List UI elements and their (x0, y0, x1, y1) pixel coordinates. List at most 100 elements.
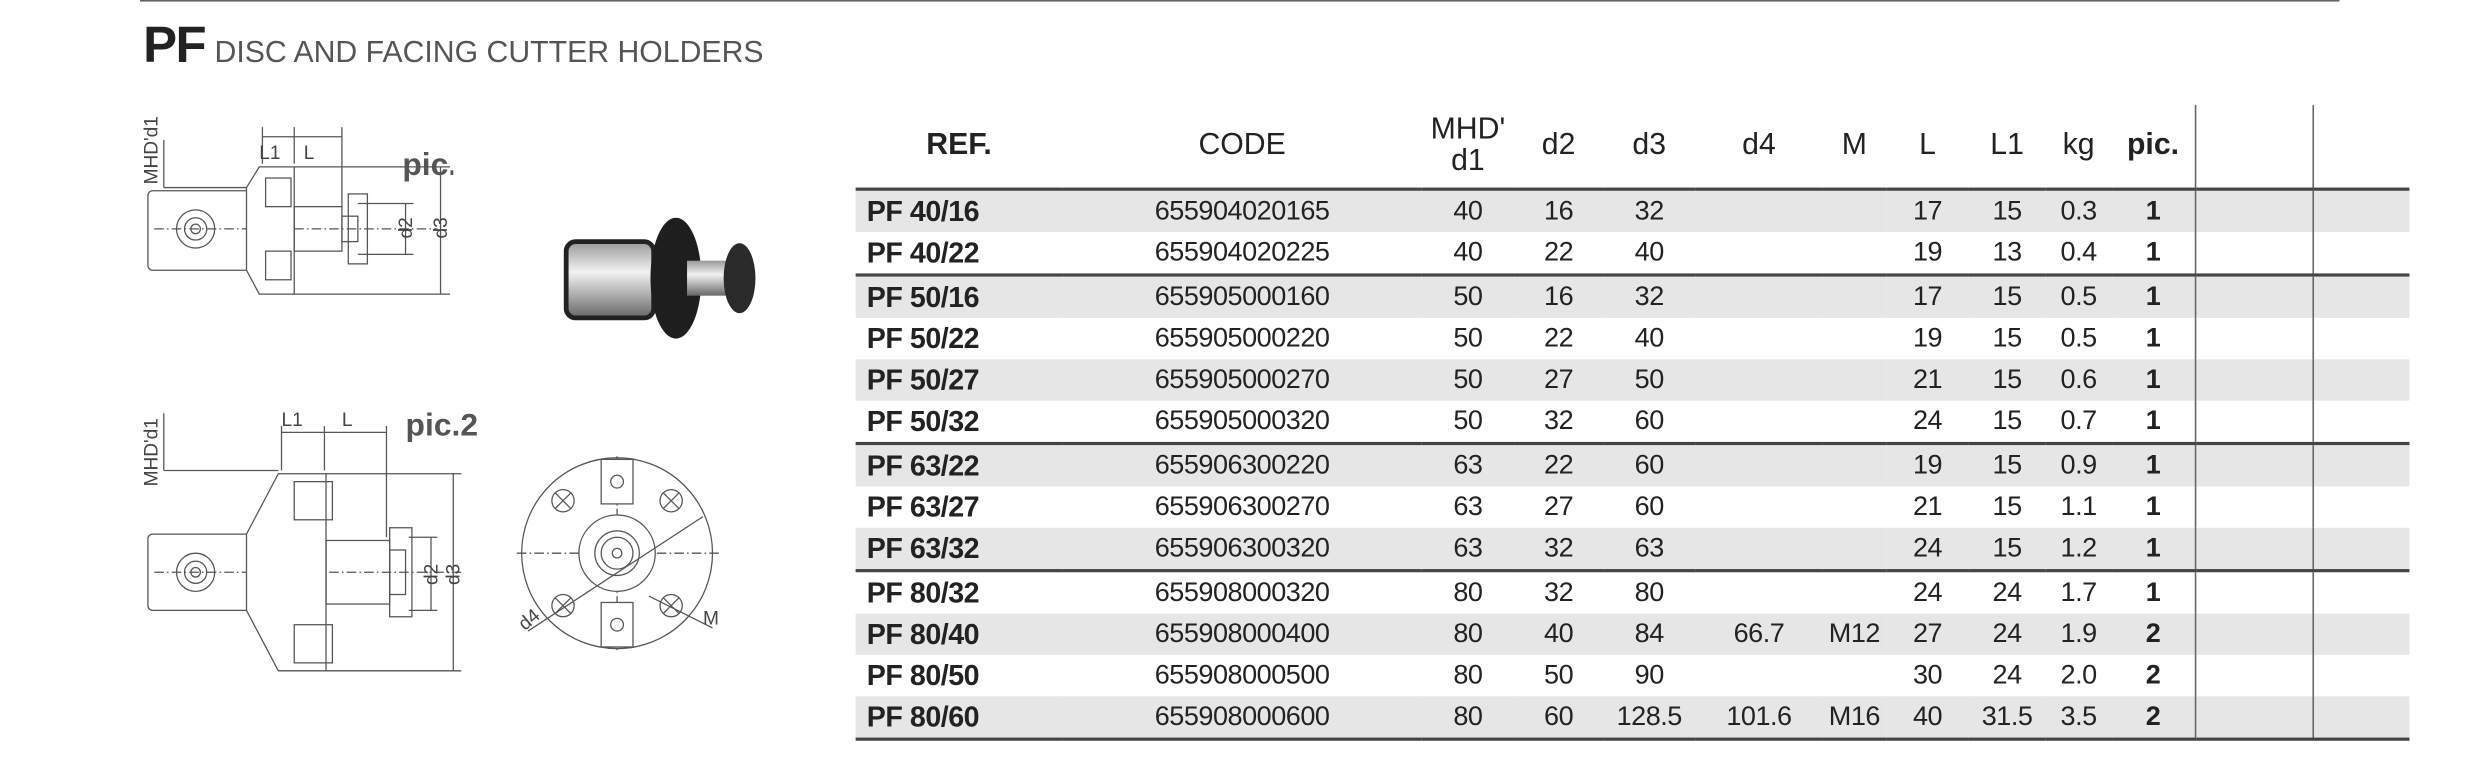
cell-code: 655904020225 (1154, 236, 1330, 268)
product-table: REF. CODE MHD' d1 d2 d3 d4 M L L1 kg pic.… (855, 104, 2410, 741)
cell-ref: PF 80/40 (855, 613, 1063, 655)
cell-blank (2311, 359, 2410, 401)
page-title: PF DISC AND FACING CUTTER HOLDERS (143, 16, 763, 75)
col-d4: d4 (1742, 128, 1776, 163)
cell-d4 (1695, 441, 1823, 487)
cell-d1: 50 (1421, 273, 1515, 318)
cell-l: 21 (1913, 491, 1943, 522)
cell-d3: 90 (1634, 659, 1665, 690)
table-row: PF 80/60 655908000600 80 60 128.5 101.6 M16 40 3… (855, 696, 2410, 741)
cell-blank (2311, 317, 2410, 360)
cell-blank (2311, 654, 2410, 697)
dim-l: L (304, 143, 315, 164)
dim-l1: L1 (259, 143, 280, 164)
cell-d1: 63 (1421, 441, 1515, 487)
pic1-label: pic.1 (402, 146, 453, 182)
cell-d3: 80 (1603, 569, 1696, 614)
cell-m (1823, 401, 1887, 444)
cell-l: 19 (1913, 236, 1943, 268)
cell-l: 24 (1913, 405, 1943, 436)
cell-m: M16 (1822, 696, 1887, 741)
cell-m: M12 (1822, 613, 1887, 655)
cell-d1: 80 (1421, 569, 1515, 614)
dim-d2: d2 (396, 217, 417, 238)
cell-code: 655904020165 (1062, 187, 1422, 233)
cell-d1: 50 (1421, 359, 1515, 401)
cell-l: 19 (1886, 441, 1969, 487)
cell-kg: 0.9 (2045, 441, 2113, 487)
cell-kg: 2.0 (2060, 659, 2098, 690)
cell-code: 655905000320 (1154, 405, 1330, 436)
cell-blank (2193, 527, 2313, 571)
cell-l: 40 (1886, 696, 1969, 741)
col-blank-1 (2193, 104, 2313, 190)
col-blank-2 (2311, 104, 2410, 190)
cell-l1: 15 (1968, 359, 2046, 401)
cell-d2: 22 (1514, 441, 1604, 487)
cell-d3: 60 (1603, 441, 1696, 487)
cell-ref: PF 50/32 (866, 404, 980, 437)
cell-blank (2311, 569, 2410, 614)
cell-kg: 1.7 (2045, 569, 2113, 614)
cell-d4 (1695, 318, 1822, 359)
dim-mhd: MHD'd1 (141, 116, 162, 184)
table-row: PF 40/16 655904020165 40 16 32 17 15 0.3 1 (855, 187, 2410, 233)
cell-d3: 40 (1634, 236, 1665, 268)
cell-l1: 15 (1992, 491, 2023, 522)
cell-l1: 15 (1968, 441, 2046, 487)
cell-pic: 1 (2145, 405, 2161, 436)
cell-d3: 60 (1634, 405, 1665, 436)
cell-m (1822, 527, 1887, 571)
cell-l: 24 (1886, 527, 1969, 571)
cell-blank (2193, 273, 2313, 318)
cell-blank (2311, 613, 2410, 655)
cell-code: 655908000500 (1154, 659, 1330, 690)
cell-d1: 63 (1421, 527, 1515, 571)
cell-blank (2193, 187, 2313, 233)
cell-m (1822, 569, 1887, 614)
cell-d3: 84 (1603, 613, 1696, 655)
cell-d3: 32 (1603, 187, 1696, 233)
cell-blank (2193, 359, 2313, 401)
cell-d2: 27 (1544, 491, 1574, 522)
cell-blank (2193, 613, 2313, 655)
dim-l: L (342, 410, 353, 431)
cell-code: 655905000160 (1062, 273, 1422, 318)
cell-blank (2193, 317, 2313, 360)
cell-ref: PF 63/27 (866, 490, 980, 523)
cell-kg: 1.2 (2045, 527, 2113, 571)
table-row: PF 80/50 655908000500 80 50 90 30 24 2.0 2 (856, 654, 2410, 697)
cell-l1: 24 (1968, 613, 2046, 655)
cell-ref: PF 40/16 (855, 187, 1063, 233)
cell-code: 655906300220 (1062, 441, 1422, 487)
cell-ref: PF 80/32 (855, 569, 1063, 614)
cell-d1: 63 (1453, 491, 1483, 522)
cell-d1: 40 (1421, 187, 1515, 233)
cell-d4 (1695, 527, 1823, 571)
cell-m (1822, 273, 1887, 318)
cell-pic: 1 (2112, 187, 2195, 233)
table-row: PF 50/27 655905000270 50 27 50 21 15 0.6 1 (855, 359, 2410, 401)
col-d1: MHD' d1 (1422, 105, 1514, 189)
cell-m (1822, 441, 1887, 487)
col-kg: kg (2062, 128, 2095, 163)
cell-d4 (1695, 569, 1823, 614)
cell-blank (2193, 569, 2313, 614)
product-code: PF (143, 15, 206, 74)
cell-code: 655908000400 (1062, 613, 1422, 655)
cell-d1: 50 (1453, 322, 1483, 353)
cell-d2: 60 (1514, 696, 1604, 741)
cell-d4 (1695, 273, 1823, 318)
cell-d4: 101.6 (1695, 696, 1823, 741)
cell-m (1823, 486, 1887, 527)
cell-ref: PF 80/50 (866, 658, 980, 691)
cell-pic: 1 (2112, 527, 2195, 571)
table-row: PF 80/32 655908000320 80 32 80 24 24 1.7 1 (855, 569, 2410, 614)
col-code: CODE (1198, 128, 1286, 163)
cell-blank (2311, 273, 2410, 318)
pic2-label: pic.2 (406, 407, 478, 443)
cell-blank (2311, 486, 2410, 528)
pic1-technical-drawing: L1 L MHD'd1 d2 d3 pic.1 (141, 116, 453, 295)
cell-d3: 63 (1603, 527, 1696, 571)
cell-code: 655905000220 (1154, 322, 1330, 353)
